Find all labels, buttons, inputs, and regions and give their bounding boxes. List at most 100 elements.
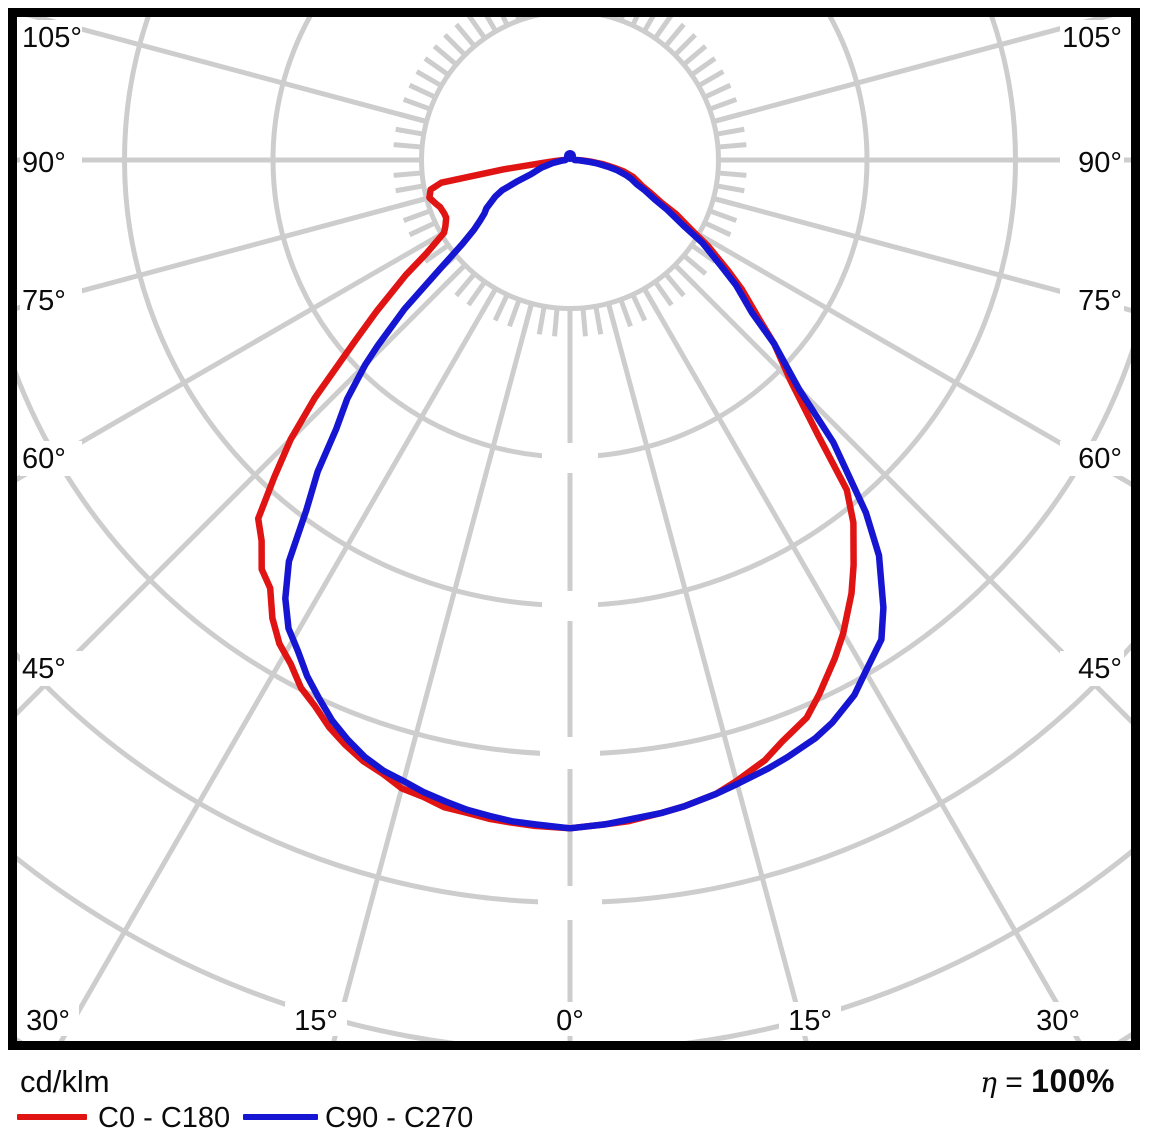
light-output-ratio: η = 100% bbox=[980, 1063, 1115, 1100]
minor-angle-tick bbox=[697, 69, 725, 88]
minor-angle-tick bbox=[642, 17, 656, 33]
angle-label: 90° bbox=[1078, 147, 1122, 179]
minor-angle-tick bbox=[443, 33, 467, 57]
minor-angle-tick bbox=[682, 44, 708, 67]
angle-label: 15° bbox=[294, 1005, 338, 1037]
minor-angle-tick bbox=[673, 33, 697, 57]
minor-angle-tick bbox=[663, 22, 686, 48]
angle-label-mask bbox=[20, 20, 82, 55]
angle-label-mask bbox=[17, 1002, 79, 1036]
minor-angle-tick bbox=[395, 183, 425, 194]
angle-label-mask bbox=[1027, 1002, 1089, 1036]
minor-angle-tick bbox=[466, 17, 487, 40]
ring-label-mask bbox=[540, 737, 600, 769]
minor-angle-tick bbox=[690, 56, 717, 77]
legend-swatch-c0-c180 bbox=[17, 1114, 87, 1120]
minor-angle-tick bbox=[630, 17, 640, 27]
major-angle-line bbox=[712, 196, 1131, 313]
angle-label: 105° bbox=[1062, 22, 1122, 54]
minor-angle-tick bbox=[630, 293, 648, 322]
minor-angle-tick bbox=[432, 44, 458, 67]
minor-angle-tick bbox=[393, 142, 423, 150]
angle-label: 30° bbox=[1036, 1005, 1080, 1037]
major-angle-line bbox=[58, 287, 498, 1041]
minor-angle-tick bbox=[454, 272, 477, 298]
angle-label-mask bbox=[1060, 20, 1124, 55]
angle-label-mask bbox=[539, 1002, 601, 1036]
minor-angle-tick bbox=[415, 69, 443, 88]
minor-angle-tick bbox=[408, 82, 437, 100]
angle-label-mask bbox=[20, 283, 82, 318]
minor-angle-tick bbox=[715, 183, 745, 194]
eta-value: 100% bbox=[1031, 1063, 1115, 1099]
major-angle-line bbox=[642, 287, 1082, 1041]
minor-angle-tick bbox=[690, 243, 717, 264]
minor-angle-tick bbox=[703, 82, 732, 100]
major-angle-line bbox=[17, 196, 428, 311]
radial-unit-label: cd/klm bbox=[20, 1064, 110, 1099]
minor-angle-tick bbox=[395, 126, 425, 137]
angle-label: 75° bbox=[1078, 285, 1122, 317]
angle-label: 45° bbox=[1078, 653, 1122, 685]
eta-equals: = bbox=[1005, 1066, 1023, 1099]
major-angle-line bbox=[26, 17, 428, 124]
major-angle-line bbox=[17, 232, 443, 483]
minor-angle-tick bbox=[708, 208, 738, 223]
angle-label-mask bbox=[1060, 651, 1124, 686]
legend-swatch-c90-c270 bbox=[243, 1114, 318, 1120]
minor-angle-tick bbox=[703, 220, 732, 238]
minor-angle-tick bbox=[466, 280, 487, 307]
minor-angle-tick bbox=[423, 56, 450, 77]
angle-label-mask bbox=[285, 1002, 347, 1036]
ring-label-mask bbox=[542, 591, 598, 621]
angle-labels: 105° 90° 75° 60° 45° 105° 90° 75° 60° 45° 30° 15° 0°… bbox=[17, 20, 1124, 1037]
minor-angle-tick bbox=[507, 298, 522, 328]
minor-angle-tick bbox=[393, 170, 423, 178]
angle-label: 60° bbox=[22, 443, 66, 475]
angle-label-mask bbox=[20, 651, 82, 686]
minor-angle-tick bbox=[708, 97, 738, 112]
angle-label-mask bbox=[20, 441, 82, 476]
minor-angle-tick bbox=[552, 307, 560, 337]
major-angle-line bbox=[606, 302, 809, 1041]
angle-label-mask bbox=[1060, 145, 1124, 180]
ring-label-masks bbox=[538, 443, 602, 920]
major-angle-line bbox=[712, 17, 1114, 124]
minor-angle-tick bbox=[717, 170, 747, 178]
angle-label: 105° bbox=[22, 22, 82, 54]
minor-angle-tick bbox=[715, 126, 745, 137]
ring-label-mask bbox=[538, 886, 602, 920]
angle-label: 30° bbox=[26, 1005, 70, 1037]
minor-angle-tick bbox=[580, 307, 588, 337]
angle-label: 0° bbox=[556, 1005, 584, 1037]
angle-label: 90° bbox=[22, 147, 66, 179]
angle-label-mask bbox=[1060, 283, 1124, 318]
major-angle-line bbox=[697, 232, 1131, 487]
minor-angle-tick bbox=[402, 208, 432, 223]
angle-label: 60° bbox=[1078, 443, 1122, 475]
minor-angle-tick bbox=[492, 293, 510, 322]
legend-label-c0-c180: C0 - C180 bbox=[98, 1102, 231, 1134]
minor-angle-tick bbox=[484, 17, 498, 33]
minor-angle-tick bbox=[653, 17, 674, 40]
angle-label: 45° bbox=[22, 653, 66, 685]
minor-angle-tick bbox=[402, 97, 432, 112]
angle-label-mask bbox=[20, 145, 82, 180]
minor-angle-tick bbox=[500, 17, 510, 27]
minor-angle-tick bbox=[408, 220, 437, 238]
ring-label-mask bbox=[542, 443, 598, 473]
curve-c90-c270 bbox=[282, 156, 887, 832]
minor-angle-tick bbox=[454, 22, 477, 48]
minor-angle-tick bbox=[618, 298, 633, 328]
minor-angle-tick bbox=[653, 280, 674, 307]
grid-ring bbox=[17, 347, 1131, 757]
intensity-curves bbox=[254, 150, 887, 832]
legend-label-c90-c270: C90 - C270 bbox=[325, 1102, 474, 1134]
minor-angle-tick bbox=[536, 305, 547, 335]
angle-label-mask bbox=[1060, 441, 1124, 476]
curve-apex-blob bbox=[564, 150, 576, 162]
